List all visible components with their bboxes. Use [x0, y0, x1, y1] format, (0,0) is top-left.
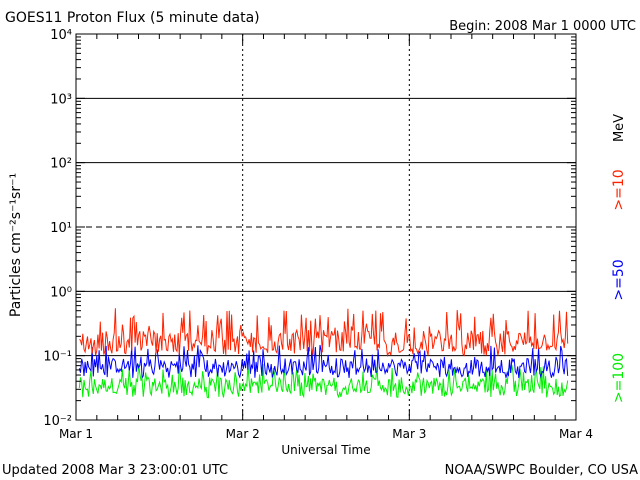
legend: >=10 >=50 >=100 [611, 169, 627, 403]
x-tick-label: Mar 1 [59, 427, 93, 441]
credit-label: NOAA/SWPC Boulder, CO USA [445, 463, 638, 478]
units-label: MeV [612, 114, 627, 142]
updated-timestamp: Updated 2008 Mar 3 23:00:01 UTC [2, 463, 228, 478]
x-tick-label: Mar 2 [226, 427, 260, 441]
y-tick-label: 10⁻¹ [43, 350, 72, 365]
x-axis-label: Universal Time [281, 443, 370, 457]
chart-title: GOES11 Proton Flux (5 minute data) [5, 10, 260, 26]
y-tick-labels: 10⁻² 10⁻¹ 10⁰ 10¹ 10² 10³ 10⁴ [43, 28, 72, 429]
series-line-10 [79, 308, 569, 358]
y-tick-label: 10⁴ [50, 28, 72, 43]
begin-time-label: Begin: 2008 Mar 1 0000 UTC [449, 19, 636, 34]
y-tick-label: 10¹ [50, 221, 72, 236]
x-tick-labels: Mar 1 Mar 2 Mar 3 Mar 4 [59, 427, 593, 441]
legend-entry: >=10 [611, 169, 627, 210]
y-axis-label: Particles cm⁻²s⁻¹sr⁻¹ [8, 173, 24, 317]
grid-lines [76, 34, 576, 420]
plot-frame [75, 33, 577, 421]
y-tick-label: 10³ [50, 92, 72, 107]
x-tick-label: Mar 4 [559, 427, 593, 441]
series-line-100 [78, 363, 569, 399]
legend-entry: >=50 [611, 259, 627, 300]
y-tick-label: 10² [50, 157, 72, 172]
y-tick-label: 10⁻² [43, 414, 72, 429]
y-tick-label: 10⁰ [50, 285, 72, 300]
series-line-50 [78, 344, 569, 380]
legend-entry: >=100 [611, 353, 627, 403]
x-tick-label: Mar 3 [392, 427, 426, 441]
data-series [78, 308, 569, 399]
